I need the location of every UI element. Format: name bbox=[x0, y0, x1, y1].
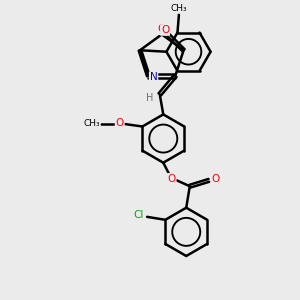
Text: H: H bbox=[146, 93, 154, 103]
Text: O: O bbox=[167, 174, 176, 184]
Text: O: O bbox=[211, 174, 220, 184]
Text: O: O bbox=[157, 24, 165, 34]
Text: O: O bbox=[161, 25, 169, 35]
Text: O: O bbox=[116, 118, 124, 128]
Text: N: N bbox=[150, 72, 158, 82]
Text: Cl: Cl bbox=[134, 210, 144, 220]
Text: CH₃: CH₃ bbox=[171, 4, 187, 13]
Text: CH₃: CH₃ bbox=[83, 119, 100, 128]
